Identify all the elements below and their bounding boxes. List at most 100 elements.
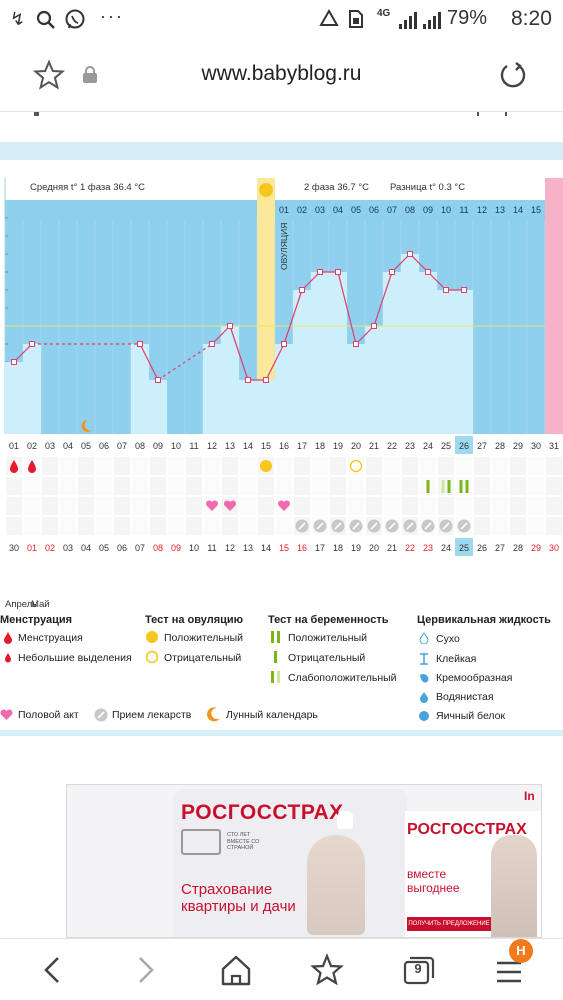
day-row-band [0, 434, 563, 456]
date-label: 30 [549, 543, 559, 553]
marker-cell [546, 517, 562, 535]
date-label: 30 [9, 543, 19, 553]
bookmarks-icon[interactable] [307, 953, 347, 987]
ovulation-test-negative [349, 459, 363, 473]
day-label: 05 [81, 441, 91, 451]
legend-lunar: Лунный календарь [226, 709, 318, 721]
day-label: 06 [99, 441, 109, 451]
notification-icon: ↯ [10, 9, 26, 29]
date-label: 20 [369, 543, 379, 553]
legend-spotting: Небольшие выделения [18, 652, 132, 664]
temperature-segment [229, 325, 249, 381]
header-day-label: 13 [495, 205, 505, 215]
ovulation-negative-icon [145, 650, 159, 664]
marker-cell [312, 497, 328, 515]
sticky-icon [420, 653, 428, 665]
header-day-label: 04 [333, 205, 343, 215]
marker-cell [96, 457, 112, 475]
date-label: 17 [315, 543, 325, 553]
header-day-label: 09 [423, 205, 433, 215]
temperature-point [299, 287, 305, 293]
marker-cell [168, 457, 184, 475]
reload-icon[interactable] [498, 60, 528, 90]
day-label: 30 [531, 441, 541, 451]
header-day-label: 15 [531, 205, 541, 215]
day-label: 26 [459, 441, 469, 451]
legend-medicine: Прием лекарств [112, 709, 192, 721]
marker-cell [42, 517, 58, 535]
marker-cell [528, 517, 544, 535]
day-label: 14 [243, 441, 253, 451]
marker-cell [150, 517, 166, 535]
temperature-bar [419, 272, 437, 434]
header-day-label: 10 [441, 205, 451, 215]
marker-cell [78, 477, 94, 495]
day-label: 01 [9, 441, 19, 451]
day-label: 08 [135, 441, 145, 451]
temperature-bar [455, 290, 473, 434]
signal-icon [423, 12, 441, 29]
marker-cell [114, 517, 130, 535]
marker-cell [6, 517, 22, 535]
marker-cell [294, 477, 310, 495]
ad-brand: РОСГОССТРАХ [181, 801, 344, 824]
day-label: 24 [423, 441, 433, 451]
date-label: 02 [45, 543, 55, 553]
ad-cta-button[interactable]: ПОЛУЧИТЬ ПРЕДЛОЖЕНИЕ [407, 917, 491, 931]
moon-icon [207, 707, 220, 722]
date-label: 23 [423, 543, 433, 553]
medicine-pill-line [388, 522, 396, 530]
legend-ovulation-title: Тест на овуляцию [145, 614, 244, 626]
marker-cell [366, 457, 382, 475]
marker-cell [258, 477, 274, 495]
header-day-label: 11 [459, 205, 468, 215]
day-label: 31 [549, 441, 559, 451]
day-label: 10 [171, 441, 181, 451]
date-label: 11 [207, 543, 216, 553]
recycle-icon [319, 8, 339, 26]
advertisement[interactable]: РОСГОССТРАХ СТО ЛЕТ ВМЕСТЕ СО СТРАНОЙ Ст… [66, 784, 542, 938]
legend-preg-positive: Положительный [288, 632, 368, 644]
day-label: 13 [225, 441, 235, 451]
home-icon[interactable] [216, 953, 256, 987]
date-label: 03 [63, 543, 73, 553]
menu-icon[interactable] [489, 953, 529, 987]
date-label: 05 [99, 543, 109, 553]
marker-cell [24, 517, 40, 535]
temperature-point [371, 323, 377, 329]
marker-cell [78, 517, 94, 535]
temperature-bars [5, 254, 473, 434]
menstruation-drop [28, 460, 36, 473]
medicine-pill-line [442, 522, 450, 530]
marker-cell [222, 517, 238, 535]
phase1-average: Средняя t° 1 фаза 36.4 °С [30, 182, 145, 193]
back-icon[interactable] [34, 953, 74, 987]
marker-cell [132, 457, 148, 475]
temperature-bar [437, 290, 455, 434]
medicine-pill-line [424, 522, 432, 530]
section-band [0, 730, 563, 736]
marker-cell [438, 457, 454, 475]
temperature-point [335, 269, 341, 275]
marker-cell [258, 517, 274, 535]
medicine-pill-line [298, 522, 306, 530]
day-label: 17 [297, 441, 307, 451]
temperature-bar [149, 380, 167, 434]
marker-cell [546, 497, 562, 515]
temperature-bar [5, 362, 23, 434]
marker-cell [258, 497, 274, 515]
forward-icon[interactable] [126, 953, 166, 987]
marker-cell [474, 517, 490, 535]
medicine-pill-line [316, 522, 324, 530]
temperature-bar [383, 272, 401, 434]
url-text[interactable]: www.babyblog.ru [201, 62, 362, 85]
browser-address-bar: www.babyblog.ru [0, 38, 563, 112]
day-label: 25 [441, 441, 451, 451]
menu-badge: H [509, 939, 533, 963]
browser-toolbar: 9 H [0, 938, 563, 1000]
drop-icon [4, 632, 12, 644]
star-icon[interactable] [33, 59, 65, 91]
marker-cell [384, 477, 400, 495]
temperature-point [155, 377, 161, 383]
tabs-icon[interactable] [398, 953, 438, 987]
